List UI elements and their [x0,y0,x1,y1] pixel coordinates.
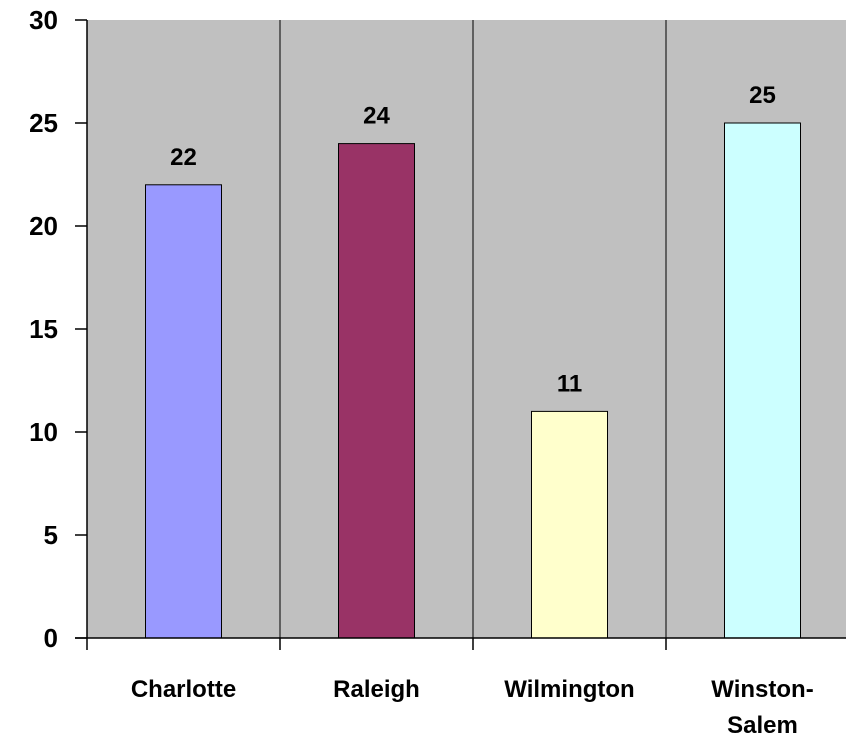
y-tick-label: 5 [44,520,58,550]
y-tick-label: 25 [29,108,58,138]
data-label: 25 [749,82,776,109]
category-dividers [279,20,667,638]
y-tick-label: 30 [29,5,58,35]
y-axis: 0 5 10 15 20 25 30 [29,5,88,653]
data-label: 24 [363,103,390,130]
y-tick-label: 0 [44,623,58,653]
x-tick-label: Winston-Salem [711,676,813,739]
x-axis: Charlotte Raleigh Wilmington Winston-Salem [75,637,846,739]
bar-raleigh [338,143,415,639]
bar-charlotte [145,184,222,639]
value-labels: 22 24 11 25 [170,82,776,397]
x-tick-label: Raleigh [333,676,420,703]
y-tick-label: 10 [29,417,58,447]
bar-wilmington [531,410,608,639]
x-tick-label: Wilmington [504,676,634,703]
x-tick-label: Charlotte [131,676,236,703]
y-tick-label: 15 [29,314,58,344]
data-label: 11 [557,370,582,397]
y-tick-label: 20 [29,211,58,241]
bars [145,122,801,639]
data-label: 22 [170,144,197,171]
bar-winston-salem [724,122,801,639]
